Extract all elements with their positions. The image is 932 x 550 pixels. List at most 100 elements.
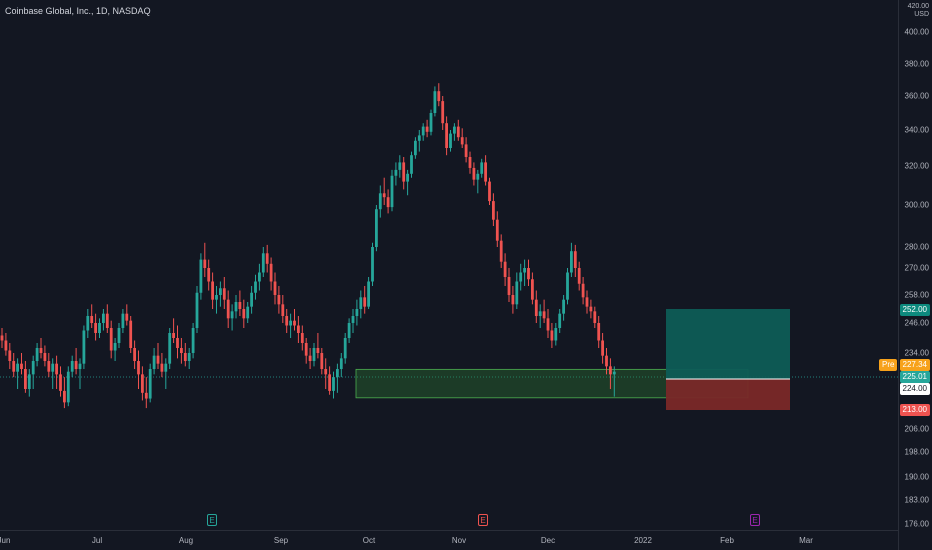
- candle-body: [187, 353, 191, 362]
- candle-body: [421, 126, 425, 136]
- candlestick-chart[interactable]: [0, 0, 898, 530]
- candle-body: [390, 175, 394, 208]
- candle-body: [180, 348, 183, 353]
- candle-body: [94, 323, 97, 333]
- candle-body: [355, 309, 359, 316]
- candle-body: [70, 361, 74, 372]
- candle-body: [542, 311, 546, 319]
- candle-body: [90, 316, 94, 323]
- candle-body: [98, 323, 101, 333]
- candle-body: [484, 162, 487, 182]
- candle-body: [456, 126, 460, 138]
- candle-body: [460, 137, 464, 145]
- candle-body: [441, 101, 445, 124]
- time-tick: 2022: [634, 536, 652, 545]
- candle-body: [113, 343, 117, 351]
- candle-body: [609, 366, 612, 375]
- candle-body: [534, 299, 538, 316]
- candle-body: [425, 126, 429, 132]
- candle-body: [207, 268, 211, 282]
- price-tick: 183.00: [904, 495, 929, 505]
- time-axis[interactable]: Jun Jul Aug Sep Oct Nov Dec 2022 Feb Mar: [0, 530, 898, 550]
- candle-body: [293, 320, 296, 326]
- candle-body: [164, 363, 168, 372]
- price-tick: 198.00: [904, 447, 929, 457]
- candle-body: [332, 377, 335, 391]
- price-tick: 258.00: [904, 290, 929, 300]
- candle-body: [35, 348, 39, 362]
- price-tick: 300.00: [904, 200, 929, 210]
- candle-body: [234, 302, 238, 312]
- candle-body: [316, 348, 320, 353]
- candle-body: [219, 288, 222, 295]
- candle-body: [59, 374, 62, 391]
- chart-pane[interactable]: Coinbase Global, Inc., 1D, NASDAQ E E E: [0, 0, 898, 530]
- candle-body: [336, 369, 339, 378]
- candle-body: [445, 123, 448, 148]
- candle-body: [4, 340, 8, 351]
- earnings-event-icon[interactable]: E: [207, 514, 217, 526]
- candle-body: [230, 311, 234, 319]
- candle-body: [492, 201, 495, 220]
- candle-body: [156, 355, 160, 364]
- candle-body: [394, 169, 398, 176]
- earnings-event-icon[interactable]: E: [478, 514, 488, 526]
- candle-body: [550, 330, 554, 341]
- candle-body: [55, 363, 58, 375]
- candle-body: [258, 272, 261, 282]
- price-axis[interactable]: 420.00 USD 400.00 380.00 360.00 340.00 3…: [898, 0, 932, 550]
- candle-body: [82, 330, 86, 364]
- candle-body: [406, 173, 409, 182]
- price-tick: 176.00: [904, 519, 929, 529]
- candle-body: [324, 369, 328, 375]
- candle-body: [414, 140, 417, 156]
- candle-body: [203, 259, 207, 268]
- candle-body: [297, 325, 300, 333]
- stop-loss-zone: [666, 379, 790, 410]
- candle-body: [238, 302, 242, 309]
- candle-body: [589, 306, 593, 312]
- candle-body: [191, 328, 195, 353]
- candle-body: [24, 369, 27, 389]
- candle-body: [378, 193, 382, 210]
- candle-body: [339, 358, 343, 370]
- candle-body: [133, 348, 136, 362]
- candle-body: [168, 333, 172, 364]
- price-tick: 280.00: [904, 242, 929, 252]
- candle-body: [488, 181, 491, 202]
- candle-body: [347, 323, 351, 338]
- candle-body: [51, 363, 55, 372]
- symbol-title: Coinbase Global, Inc., 1D, NASDAQ: [5, 6, 151, 16]
- candle-body: [511, 295, 515, 305]
- candle-body: [246, 306, 250, 319]
- candle-body: [581, 283, 585, 298]
- stop-price-tag: 213.00: [899, 404, 930, 416]
- candle-body: [300, 333, 304, 343]
- candle-body: [433, 91, 437, 113]
- candle-body: [254, 281, 257, 293]
- earnings-event-icon[interactable]: E: [750, 514, 760, 526]
- candle-body: [172, 333, 175, 338]
- candle-body: [20, 363, 23, 370]
- candle-body: [386, 197, 390, 208]
- time-tick: Feb: [720, 536, 734, 545]
- candle-body: [0, 335, 4, 341]
- candle-body: [269, 263, 273, 282]
- candle-body: [43, 353, 47, 362]
- target-price-tag: 252.00: [899, 304, 930, 316]
- candle-body: [554, 328, 558, 341]
- time-tick: Jul: [91, 536, 103, 545]
- candle-body: [308, 355, 312, 362]
- price-tick: 234.00: [904, 348, 929, 358]
- currency-label: 420.00 USD: [908, 3, 929, 19]
- partial-top-tick: 420.00: [907, 3, 929, 10]
- candle-body: [74, 361, 78, 370]
- candle-body: [289, 320, 292, 326]
- candle-body: [328, 374, 331, 391]
- candle-body: [199, 259, 203, 293]
- candle-body: [480, 162, 484, 174]
- candle-body: [577, 268, 581, 284]
- candle-body: [226, 299, 230, 319]
- time-tick: Dec: [540, 536, 556, 545]
- candle-body: [503, 261, 507, 277]
